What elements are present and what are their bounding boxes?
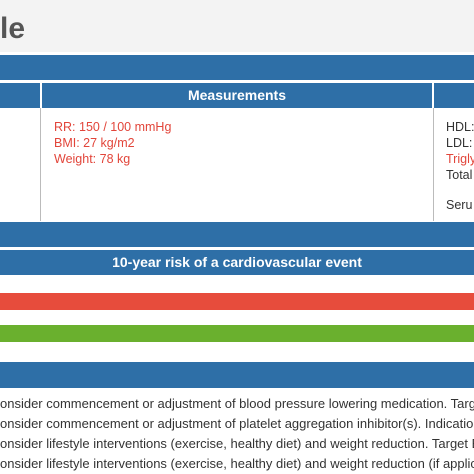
recommendation: onsider commencement or adjustment of pl… (0, 416, 474, 431)
header-cell (0, 83, 40, 108)
header-cell (434, 83, 474, 108)
risk-bar-green (0, 325, 474, 342)
lab-values: HDL: LDL: Trigly Total Seru (446, 119, 474, 213)
recommendations: onsider commencement or adjustment of bl… (0, 394, 474, 474)
band (0, 222, 474, 247)
measurements-header: Measurements (42, 83, 432, 108)
measurement: BMI: 27 kg/m2 (54, 136, 135, 150)
lab-value: Total (446, 168, 473, 182)
lab-value: Seru (446, 198, 473, 212)
band (0, 362, 474, 388)
lab-value: LDL: (446, 136, 473, 150)
recommendation: onsider lifestyle interventions (exercis… (0, 436, 474, 451)
lab-value: HDL: (446, 120, 474, 134)
recommendation: onsider lifestyle interventions (exercis… (0, 456, 474, 471)
risk-header: 10-year risk of a cardiovascular event (0, 250, 474, 275)
divider (40, 108, 41, 221)
risk-bar-red (0, 293, 474, 310)
recommendation: onsider commencement or adjustment of bl… (0, 396, 474, 411)
measurement: Weight: 78 kg (54, 152, 131, 166)
divider (433, 108, 434, 221)
lab-value: Trigly (446, 152, 474, 166)
band (0, 55, 474, 80)
page-title: le (0, 12, 26, 45)
measurement: RR: 150 / 100 mmHg (54, 120, 172, 134)
measurements: RR: 150 / 100 mmHg BMI: 27 kg/m2 Weight: 7… (54, 119, 424, 167)
title-area (0, 0, 474, 52)
